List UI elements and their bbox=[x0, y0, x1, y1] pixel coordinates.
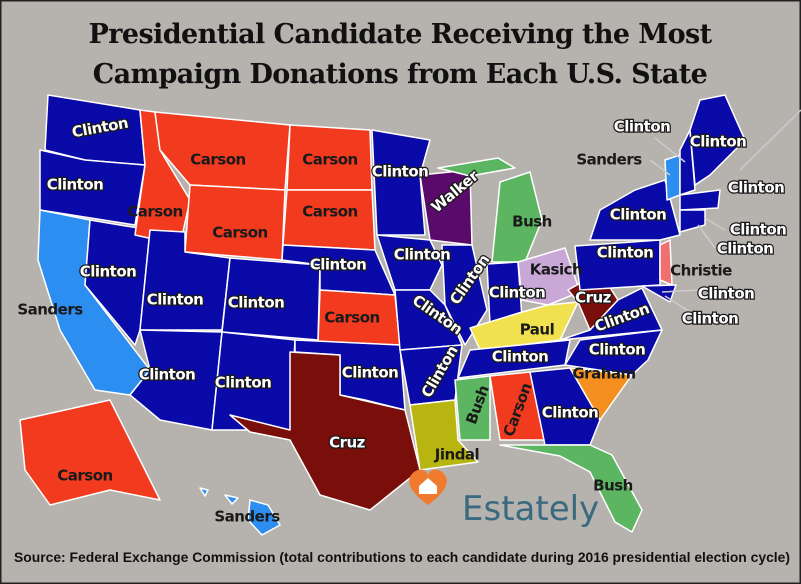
state-label: Clinton bbox=[542, 404, 599, 422]
leader-line bbox=[654, 137, 686, 163]
leader-line bbox=[704, 217, 726, 231]
state-label: Carson bbox=[302, 203, 357, 221]
state bbox=[529, 367, 601, 446]
state bbox=[454, 375, 491, 441]
state-label: Clinton bbox=[147, 291, 204, 309]
leader-line bbox=[697, 224, 716, 249]
state bbox=[437, 157, 516, 177]
state-label: Carson bbox=[190, 151, 245, 169]
state-label: Clinton bbox=[342, 364, 399, 382]
state-label: Sanders bbox=[214, 508, 280, 526]
state-label: Clinton bbox=[80, 263, 137, 281]
state bbox=[394, 289, 463, 351]
state bbox=[247, 499, 281, 536]
leader-line bbox=[649, 159, 671, 176]
state-label: Clinton bbox=[489, 284, 546, 302]
state bbox=[19, 399, 161, 506]
state-label: Clinton bbox=[614, 118, 671, 136]
state-label: Clinton bbox=[698, 285, 755, 303]
state bbox=[199, 487, 209, 497]
state-label: Sanders bbox=[576, 151, 642, 169]
state-label: Clinton bbox=[730, 221, 787, 239]
state-label: Clinton bbox=[589, 341, 646, 359]
state-label: Sanders bbox=[17, 301, 83, 319]
state-label: Clinton bbox=[310, 256, 367, 274]
leader-line bbox=[739, 109, 801, 171]
state bbox=[499, 444, 643, 533]
state bbox=[491, 171, 543, 263]
state bbox=[376, 234, 443, 291]
state-label: Carson bbox=[57, 467, 112, 485]
state-label: Carson bbox=[302, 151, 357, 169]
state-label: Clinton bbox=[597, 244, 654, 262]
state bbox=[224, 494, 239, 505]
leader-line bbox=[664, 295, 691, 313]
logo-text: Estately bbox=[462, 489, 599, 529]
state-label: Christie bbox=[670, 262, 732, 280]
state-label: Bush bbox=[512, 213, 552, 231]
states bbox=[19, 94, 746, 536]
state-label: Clinton bbox=[228, 294, 285, 312]
state bbox=[689, 94, 746, 186]
state bbox=[229, 351, 421, 511]
state-label: Carson bbox=[127, 203, 182, 221]
state bbox=[569, 367, 633, 421]
state-label: Clinton bbox=[610, 206, 667, 224]
state-label: Cruz bbox=[329, 434, 366, 452]
state-label: Clinton bbox=[717, 240, 774, 258]
state-label: Clinton bbox=[682, 310, 739, 328]
state bbox=[371, 129, 431, 236]
state-label: Clinton bbox=[394, 246, 451, 264]
title-line: Presidential Candidate Receiving the Mos… bbox=[89, 19, 713, 50]
state-label: Clinton bbox=[139, 366, 196, 384]
title-line: Campaign Donations from Each U.S. State bbox=[93, 59, 708, 90]
state-label: Clinton bbox=[728, 179, 785, 197]
state bbox=[409, 399, 479, 471]
state-label: Clinton bbox=[372, 163, 429, 181]
state-label: Bush bbox=[593, 477, 633, 495]
state bbox=[184, 184, 286, 261]
source-note: Source: Federal Exchange Commission (tot… bbox=[14, 550, 790, 565]
state bbox=[679, 189, 721, 211]
state-label: Carson bbox=[324, 309, 379, 327]
state-label: Kasich bbox=[530, 261, 582, 279]
state bbox=[589, 179, 681, 241]
state bbox=[664, 154, 681, 201]
state-label: Cruz bbox=[575, 289, 612, 307]
state-label: Paul bbox=[520, 321, 555, 339]
leader-lines bbox=[649, 109, 801, 313]
state-label: Carson bbox=[212, 224, 267, 242]
state-label: Clinton bbox=[492, 348, 549, 366]
leader-line bbox=[661, 289, 701, 293]
state-label: Graham bbox=[572, 365, 635, 383]
state-label: Jindal bbox=[434, 446, 479, 464]
state-label: Clinton bbox=[47, 176, 104, 194]
state bbox=[517, 247, 581, 306]
state-label: Clinton bbox=[690, 133, 747, 151]
state bbox=[559, 287, 663, 341]
state-label: Clinton bbox=[215, 374, 272, 392]
state bbox=[564, 329, 663, 376]
logo-house bbox=[419, 478, 437, 494]
